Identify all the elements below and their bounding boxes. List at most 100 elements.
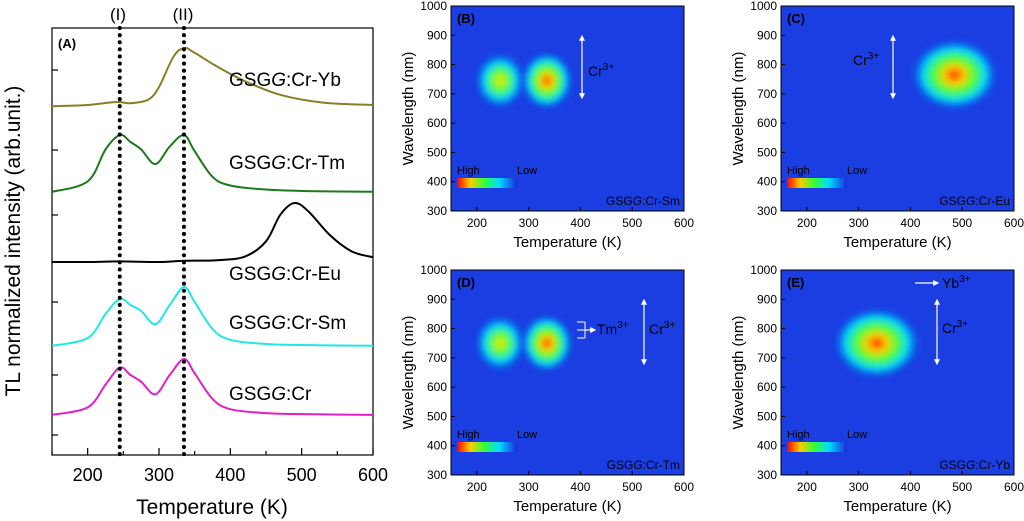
x-tick-label: 600 <box>1004 480 1024 494</box>
x-tick-label: 400 <box>570 216 590 230</box>
y-tick-label: 300 <box>757 468 777 482</box>
y-tick-label: 800 <box>427 58 447 72</box>
panel-letter: (D) <box>457 275 475 290</box>
y-tick-label: 900 <box>757 28 777 42</box>
panel-a-frame <box>51 27 374 456</box>
x-tick-label: 600 <box>674 480 694 494</box>
y-tick-label: 500 <box>757 145 777 159</box>
tm3-label: Tm3+ <box>597 320 629 337</box>
x-tick-label: 400 <box>570 480 590 494</box>
x-tick-label: 300 <box>144 465 174 485</box>
y-tick-label: 400 <box>427 439 447 453</box>
cr3-label: Cr3+ <box>649 320 675 337</box>
x-tick-label: 300 <box>849 216 869 230</box>
heatmap-panel: 200 300 400 500 600 300 400 500 600 700 800 900 1000… <box>730 0 1024 251</box>
y-tick-label: 700 <box>427 351 447 365</box>
heatmap-peak <box>520 51 573 110</box>
series-line <box>51 46 374 108</box>
y-tick-label: 300 <box>427 204 447 218</box>
panel-a-reference-lines <box>117 26 186 457</box>
x-tick-label: 300 <box>849 480 869 494</box>
heatmap-background <box>451 6 684 211</box>
cr3-label: Cr3+ <box>942 319 968 336</box>
y-tick-label: 1000 <box>420 0 447 13</box>
heatmap-background <box>781 6 1014 211</box>
y-tick-label: 500 <box>427 145 447 159</box>
x-tick-label: 200 <box>797 480 817 494</box>
y-tick-label: 700 <box>427 87 447 101</box>
y-tick-label: 400 <box>757 439 777 453</box>
y-tick-label: 600 <box>427 116 447 130</box>
cr3-label: Cr3+ <box>853 51 879 68</box>
heatmap-sample-name: GSGG:Cr-Eu <box>939 194 1010 208</box>
heatmap-sample-name: GSGG:Cr-Yb <box>939 458 1010 472</box>
yb3-label: Yb3+ <box>942 274 971 291</box>
panel-letter: (B) <box>457 11 475 26</box>
panel-a-letter: (A) <box>58 36 76 51</box>
x-tick-label: 200 <box>797 216 817 230</box>
colorbar <box>787 442 847 452</box>
series-label-eu: GSGG:Cr-Eu <box>229 264 341 285</box>
colorbar-high-label: High <box>457 165 480 177</box>
series-line <box>51 358 374 416</box>
series-label-cr: GSGG:Cr <box>229 384 312 405</box>
y-tick-label: 900 <box>427 292 447 306</box>
y-tick-label: 800 <box>757 322 777 336</box>
colorbar <box>787 178 847 188</box>
series-label-yb: GSGG:Cr-Yb <box>229 70 341 91</box>
heatmap-peak <box>832 307 921 380</box>
x-tick-label: 300 <box>519 480 539 494</box>
y-tick-label: 400 <box>757 175 777 189</box>
heatmap-peak <box>474 51 527 110</box>
heatmap-panels: 200 300 400 500 600 300 400 500 600 700 800 900 1000… <box>400 0 1024 515</box>
peak-marker-ii: (II) <box>173 5 194 24</box>
heatmap-xlabel: Temperature (K) <box>843 498 951 515</box>
panel-letter: (E) <box>787 275 804 290</box>
heatmap-frame <box>780 269 1015 476</box>
y-tick-label: 300 <box>757 204 777 218</box>
x-tick-label: 200 <box>73 465 103 485</box>
heatmap-sample-name: GSGG:Cr-Sm <box>606 194 680 208</box>
y-tick-label: 500 <box>757 409 777 423</box>
colorbar-low-label: Low <box>517 165 537 177</box>
x-tick-label: 600 <box>358 465 388 485</box>
colorbar <box>457 442 517 452</box>
x-tick-label: 400 <box>900 480 920 494</box>
x-tick-label: 400 <box>215 465 245 485</box>
heatmap-peak <box>910 38 999 111</box>
y-tick-label: 800 <box>427 322 447 336</box>
y-tick-label: 900 <box>427 28 447 42</box>
x-tick-label: 500 <box>622 216 642 230</box>
series-line <box>51 133 374 193</box>
x-tick-label: 600 <box>1004 216 1024 230</box>
heatmap-frame <box>450 5 685 212</box>
heatmap-peak <box>474 314 527 373</box>
series-line <box>51 201 374 264</box>
heatmap-ylabel: Wavelength (nm) <box>400 52 417 166</box>
colorbar-high-label: High <box>457 429 480 441</box>
y-tick-label: 900 <box>757 292 777 306</box>
colorbar-low-label: Low <box>517 429 537 441</box>
heatmap-frame <box>450 269 685 476</box>
cr3-label: Cr3+ <box>588 62 614 79</box>
heatmap-panel: 200 300 400 500 600 300 400 500 600 700 800 900 1000… <box>400 0 694 251</box>
x-tick-label: 600 <box>674 216 694 230</box>
heatmap-ylabel: Wavelength (nm) <box>730 316 747 430</box>
y-tick-label: 500 <box>427 409 447 423</box>
series-label-sm: GSGG:Cr-Sm <box>229 313 346 334</box>
y-tick-label: 300 <box>427 468 447 482</box>
heatmap-ylabel: Wavelength (nm) <box>400 316 417 430</box>
x-tick-label: 500 <box>952 480 972 494</box>
heatmap-xlabel: Temperature (K) <box>843 234 951 251</box>
x-tick-label: 400 <box>900 216 920 230</box>
y-tick-label: 700 <box>757 351 777 365</box>
series-line <box>51 286 374 347</box>
colorbar-high-label: High <box>787 165 810 177</box>
heatmap-panel: 200 300 400 500 600 300 400 500 600 700 800 900 1000… <box>730 263 1024 515</box>
y-tick-label: 600 <box>427 380 447 394</box>
colorbar-high-label: High <box>787 429 810 441</box>
y-tick-label: 600 <box>757 380 777 394</box>
panel-a-labels: GSGG:Cr-Yb GSGG:Cr-Tm GSGG:Cr-Eu GSGG:Cr… <box>229 70 346 405</box>
series-label-tm: GSGG:Cr-Tm <box>229 153 345 174</box>
